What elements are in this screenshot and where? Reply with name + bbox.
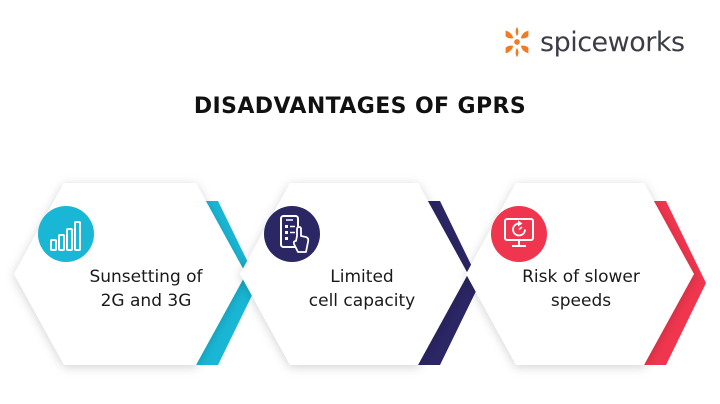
step-2-label: Limited cell capacity xyxy=(282,265,442,313)
spiceworks-logo: spiceworks xyxy=(498,22,685,62)
step-3-line-2: speeds xyxy=(550,291,612,311)
step-3-line-1: Risk of slower xyxy=(522,267,640,287)
step-3-chevron xyxy=(644,201,706,365)
step-1-label: Sunsetting of 2G and 3G xyxy=(66,265,226,313)
brand-name: spiceworks xyxy=(540,26,685,58)
step-2-chevron xyxy=(418,201,480,365)
spiceworks-mark-icon xyxy=(505,26,529,58)
step-card-2 xyxy=(240,183,480,365)
signal-bars-icon xyxy=(38,206,94,262)
diagram-title: DISADVANTAGES OF GPRS xyxy=(193,94,527,119)
step-2-line-2: cell capacity xyxy=(308,291,416,311)
step-2-line-1: Limited xyxy=(330,267,394,287)
phone-touch-icon xyxy=(264,206,320,262)
step-3-label: Risk of slower speeds xyxy=(501,265,661,313)
step-card-3 xyxy=(466,183,706,365)
step-1-line-1: Sunsetting of xyxy=(89,267,203,287)
monitor-refresh-icon xyxy=(491,206,547,262)
step-1-line-2: 2G and 3G xyxy=(100,291,192,311)
